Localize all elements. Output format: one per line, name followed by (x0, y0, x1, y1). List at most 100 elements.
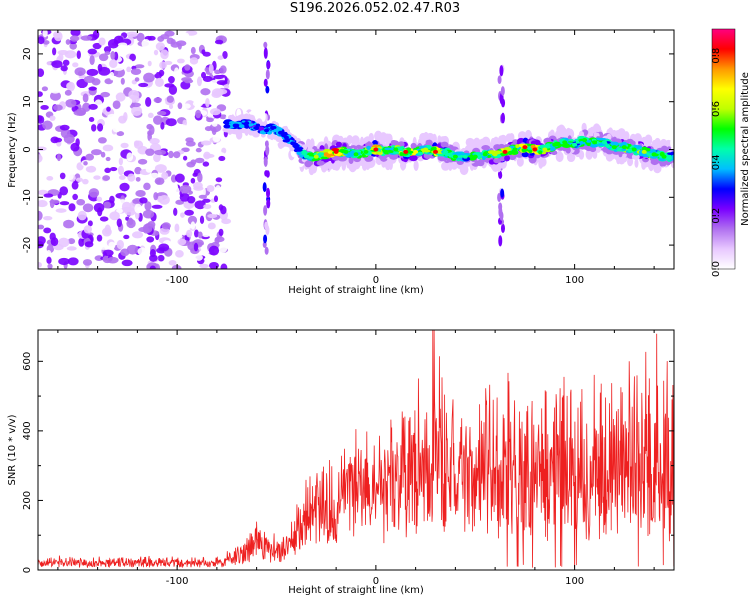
noise-blob (119, 182, 130, 192)
ridge-point (333, 149, 339, 154)
noise-blob (196, 76, 202, 87)
noise-blob (62, 59, 70, 66)
noise-blob (38, 68, 45, 77)
streak-blob (265, 145, 270, 156)
noise-blob (158, 243, 170, 252)
ridge-blob (555, 151, 564, 163)
noise-blob (46, 176, 54, 181)
streak-blob (265, 85, 270, 94)
noise-blob (133, 140, 140, 147)
ridge-point (403, 149, 409, 154)
noise-blob (200, 140, 212, 146)
ridge-point (254, 125, 260, 130)
noise-blob (134, 64, 145, 69)
noise-blob (193, 242, 199, 252)
noise-blob (192, 172, 198, 177)
noise-blob (182, 119, 188, 127)
ridge-blob (441, 142, 447, 148)
snr-chart: -100 0 100 0 200 400 600 Height of straight li… (7, 329, 675, 596)
ridge-point (452, 154, 458, 159)
noise-blob (84, 241, 94, 248)
noise-blob (120, 77, 125, 85)
ridge-point (270, 125, 276, 130)
ridge-blob (459, 164, 469, 176)
noise-blob (165, 118, 177, 127)
noise-blob (98, 53, 109, 62)
colorbar-tick-label: 0.2 (711, 208, 722, 224)
noise-blob (57, 220, 64, 228)
noise-blob (38, 236, 46, 245)
noise-blob (164, 83, 175, 88)
noise-blob (219, 114, 228, 120)
noise-blob (76, 198, 86, 206)
ridge-point (562, 140, 568, 145)
noise-blob (49, 199, 60, 204)
colorbar (711, 28, 736, 270)
noise-blob (96, 196, 103, 202)
noise-blob (132, 199, 140, 204)
streak-blob (497, 75, 502, 85)
noise-blob (55, 208, 67, 213)
noise-blob (173, 207, 178, 217)
ridge-point (661, 154, 667, 159)
noise-blob (127, 217, 134, 226)
ridge-point (303, 154, 309, 159)
streak-blob (266, 198, 271, 209)
noise-blob (103, 46, 112, 53)
spectrogram-ytick-label: -20 (22, 237, 33, 253)
noise-blob (154, 149, 167, 156)
noise-blob (66, 171, 74, 181)
ridge-blob (454, 151, 463, 156)
noise-blob (160, 33, 170, 40)
ridge-blob (361, 160, 368, 171)
streak-blob (263, 156, 268, 167)
ridge-blob (516, 156, 524, 167)
noise-blob (221, 218, 232, 225)
streak-blob (263, 234, 268, 244)
noise-blob (92, 42, 102, 50)
noise-blob (38, 146, 47, 151)
noise-blob (137, 158, 148, 165)
noise-blob (42, 30, 48, 38)
noise-blob (218, 228, 224, 237)
ridge-blob (223, 124, 231, 129)
noise-blob (154, 77, 164, 88)
ridge-blob (346, 135, 354, 145)
noise-blob (141, 38, 151, 49)
noise-blob (197, 172, 203, 183)
ridge-point (293, 145, 299, 150)
noise-blob (105, 156, 111, 162)
noise-blob (157, 254, 165, 262)
noise-blob (195, 109, 202, 119)
noise-blob (195, 157, 205, 164)
noise-blob (57, 49, 69, 55)
noise-blob (47, 263, 53, 269)
ridge-blob (385, 161, 391, 171)
ridge-blob (441, 161, 450, 171)
noise-blob (117, 42, 128, 47)
noise-blob (116, 218, 122, 228)
ridge-point (532, 147, 538, 152)
noise-blob (71, 181, 79, 190)
snr-axes: -100 0 100 0 200 400 600 (22, 330, 674, 587)
noise-blob (65, 39, 71, 45)
ridge-point (383, 149, 389, 154)
ridge-blob (623, 131, 630, 142)
noise-blob (201, 228, 211, 238)
noise-blob (98, 37, 106, 46)
ridge-blob (538, 158, 544, 169)
noise-blob (214, 69, 221, 75)
noise-blob (177, 42, 182, 50)
noise-blob (74, 67, 86, 76)
noise-blob (219, 65, 227, 74)
ridge-point (442, 149, 448, 154)
noise-blob (209, 108, 221, 116)
noise-blob (41, 47, 48, 53)
streak-blob (263, 47, 268, 59)
noise-blob (70, 30, 81, 37)
noise-blob (118, 175, 126, 180)
streak-blob (500, 112, 505, 124)
noise-blob (50, 237, 59, 247)
streak-blob (500, 188, 505, 198)
noise-blob (211, 127, 217, 136)
